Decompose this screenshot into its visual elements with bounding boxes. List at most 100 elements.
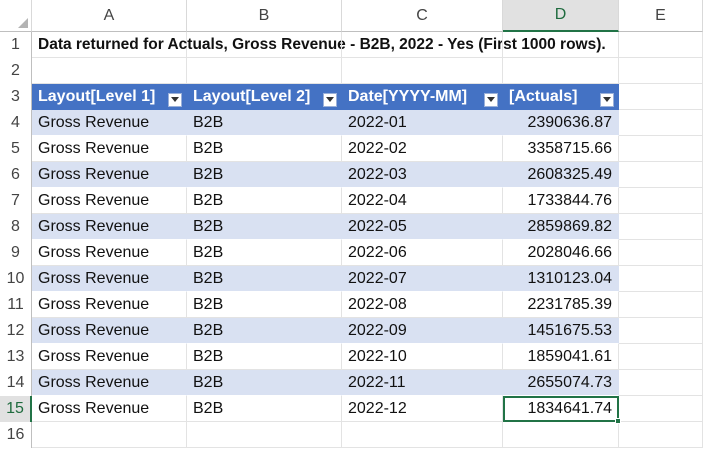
table-cell[interactable]: Gross Revenue bbox=[32, 292, 187, 318]
table-header-cell[interactable]: [Actuals] bbox=[503, 84, 619, 110]
table-cell[interactable]: Gross Revenue bbox=[32, 214, 187, 240]
table-cell[interactable]: 2231785.39 bbox=[503, 292, 619, 318]
table-cell[interactable]: 1451675.53 bbox=[503, 318, 619, 344]
row-header[interactable]: 2 bbox=[0, 58, 32, 84]
table-cell[interactable]: 2022-06 bbox=[342, 240, 503, 266]
cell[interactable] bbox=[187, 58, 342, 84]
table-cell[interactable]: Gross Revenue bbox=[32, 266, 187, 292]
cell[interactable] bbox=[619, 240, 703, 266]
table-cell[interactable]: 1310123.04 bbox=[503, 266, 619, 292]
cell[interactable] bbox=[619, 370, 703, 396]
table-cell[interactable]: 2022-04 bbox=[342, 188, 503, 214]
row-header[interactable]: 1 bbox=[0, 32, 32, 58]
table-cell[interactable]: 2608325.49 bbox=[503, 162, 619, 188]
table-cell[interactable]: B2B bbox=[187, 110, 342, 136]
table-cell[interactable]: 2022-07 bbox=[342, 266, 503, 292]
table-cell[interactable]: Gross Revenue bbox=[32, 370, 187, 396]
table-cell[interactable]: Gross Revenue bbox=[32, 344, 187, 370]
table-cell[interactable]: 2022-01 bbox=[342, 110, 503, 136]
table-cell[interactable]: 2655074.73 bbox=[503, 370, 619, 396]
cell[interactable] bbox=[619, 136, 703, 162]
table-cell[interactable]: B2B bbox=[187, 266, 342, 292]
table-cell[interactable]: Gross Revenue bbox=[32, 318, 187, 344]
cell[interactable] bbox=[619, 32, 703, 58]
column-header-d[interactable]: D bbox=[503, 0, 619, 32]
table-cell[interactable]: 2859869.82 bbox=[503, 214, 619, 240]
table-cell[interactable]: 2022-05 bbox=[342, 214, 503, 240]
table-cell[interactable]: 2390636.87 bbox=[503, 110, 619, 136]
table-cell[interactable]: Gross Revenue bbox=[32, 396, 187, 422]
filter-dropdown-icon[interactable] bbox=[168, 92, 182, 107]
cell[interactable] bbox=[619, 162, 703, 188]
cell[interactable] bbox=[619, 84, 703, 110]
table-cell[interactable]: Gross Revenue bbox=[32, 110, 187, 136]
cell[interactable] bbox=[503, 58, 619, 84]
table-cell[interactable]: B2B bbox=[187, 292, 342, 318]
table-cell[interactable]: 2022-10 bbox=[342, 344, 503, 370]
row-header-selected[interactable]: 15 bbox=[0, 396, 32, 422]
table-cell[interactable]: Gross Revenue bbox=[32, 136, 187, 162]
table-header-cell[interactable]: Layout[Level 2] bbox=[187, 84, 342, 110]
column-header-e[interactable]: E bbox=[619, 0, 703, 32]
active-cell[interactable]: 1834641.74 bbox=[503, 396, 621, 424]
row-header[interactable]: 9 bbox=[0, 240, 32, 266]
row-header[interactable]: 3 bbox=[0, 84, 32, 110]
table-cell[interactable]: 2022-02 bbox=[342, 136, 503, 162]
cell[interactable] bbox=[619, 110, 703, 136]
row-header[interactable]: 6 bbox=[0, 162, 32, 188]
filter-dropdown-icon[interactable] bbox=[600, 92, 614, 107]
table-cell[interactable]: B2B bbox=[187, 214, 342, 240]
title-cell[interactable]: Data returned for Actuals, Gross Revenue… bbox=[32, 32, 606, 58]
cell[interactable] bbox=[187, 422, 342, 448]
filter-dropdown-icon[interactable] bbox=[484, 92, 498, 107]
row-header[interactable]: 4 bbox=[0, 110, 32, 136]
table-cell[interactable]: B2B bbox=[187, 136, 342, 162]
column-header-b[interactable]: B bbox=[187, 0, 342, 32]
cell[interactable] bbox=[342, 32, 503, 58]
table-cell[interactable]: 2022-08 bbox=[342, 292, 503, 318]
table-cell[interactable]: 1859041.61 bbox=[503, 344, 619, 370]
column-header-c[interactable]: C bbox=[342, 0, 503, 32]
table-cell[interactable]: 2022-09 bbox=[342, 318, 503, 344]
table-cell[interactable]: Gross Revenue bbox=[32, 188, 187, 214]
cell[interactable] bbox=[619, 214, 703, 240]
cell[interactable] bbox=[32, 58, 187, 84]
table-cell[interactable]: B2B bbox=[187, 240, 342, 266]
row-header[interactable]: 10 bbox=[0, 266, 32, 292]
table-cell[interactable]: 2022-12 bbox=[342, 396, 503, 422]
table-cell[interactable]: B2B bbox=[187, 188, 342, 214]
cell[interactable] bbox=[619, 188, 703, 214]
cell[interactable] bbox=[619, 318, 703, 344]
cell[interactable] bbox=[342, 422, 503, 448]
table-cell[interactable]: B2B bbox=[187, 396, 342, 422]
cell[interactable] bbox=[32, 422, 187, 448]
table-cell[interactable]: 1733844.76 bbox=[503, 188, 619, 214]
cell[interactable] bbox=[619, 266, 703, 292]
table-cell[interactable]: 2022-03 bbox=[342, 162, 503, 188]
fill-handle[interactable] bbox=[615, 418, 621, 424]
cell[interactable] bbox=[503, 422, 619, 448]
cell[interactable] bbox=[503, 32, 619, 58]
cell[interactable] bbox=[619, 344, 703, 370]
table-cell[interactable]: Gross Revenue bbox=[32, 162, 187, 188]
cell[interactable] bbox=[342, 58, 503, 84]
row-header[interactable]: 7 bbox=[0, 188, 32, 214]
row-header[interactable]: 8 bbox=[0, 214, 32, 240]
row-header[interactable]: 16 bbox=[0, 422, 32, 448]
table-cell[interactable]: 2028046.66 bbox=[503, 240, 619, 266]
select-all-button[interactable] bbox=[0, 0, 32, 32]
table-cell[interactable]: B2B bbox=[187, 370, 342, 396]
table-header-cell[interactable]: Date[YYYY-MM] bbox=[342, 84, 503, 110]
filter-dropdown-icon[interactable] bbox=[323, 92, 337, 107]
cell[interactable] bbox=[187, 32, 342, 58]
cell[interactable] bbox=[619, 292, 703, 318]
table-header-cell[interactable]: Layout[Level 1] bbox=[32, 84, 187, 110]
table-cell[interactable]: Gross Revenue bbox=[32, 240, 187, 266]
row-header[interactable]: 5 bbox=[0, 136, 32, 162]
table-cell[interactable]: 3358715.66 bbox=[503, 136, 619, 162]
table-cell[interactable]: B2B bbox=[187, 162, 342, 188]
row-header[interactable]: 11 bbox=[0, 292, 32, 318]
row-header[interactable]: 14 bbox=[0, 370, 32, 396]
cell[interactable] bbox=[619, 422, 703, 448]
cell[interactable] bbox=[619, 396, 703, 422]
